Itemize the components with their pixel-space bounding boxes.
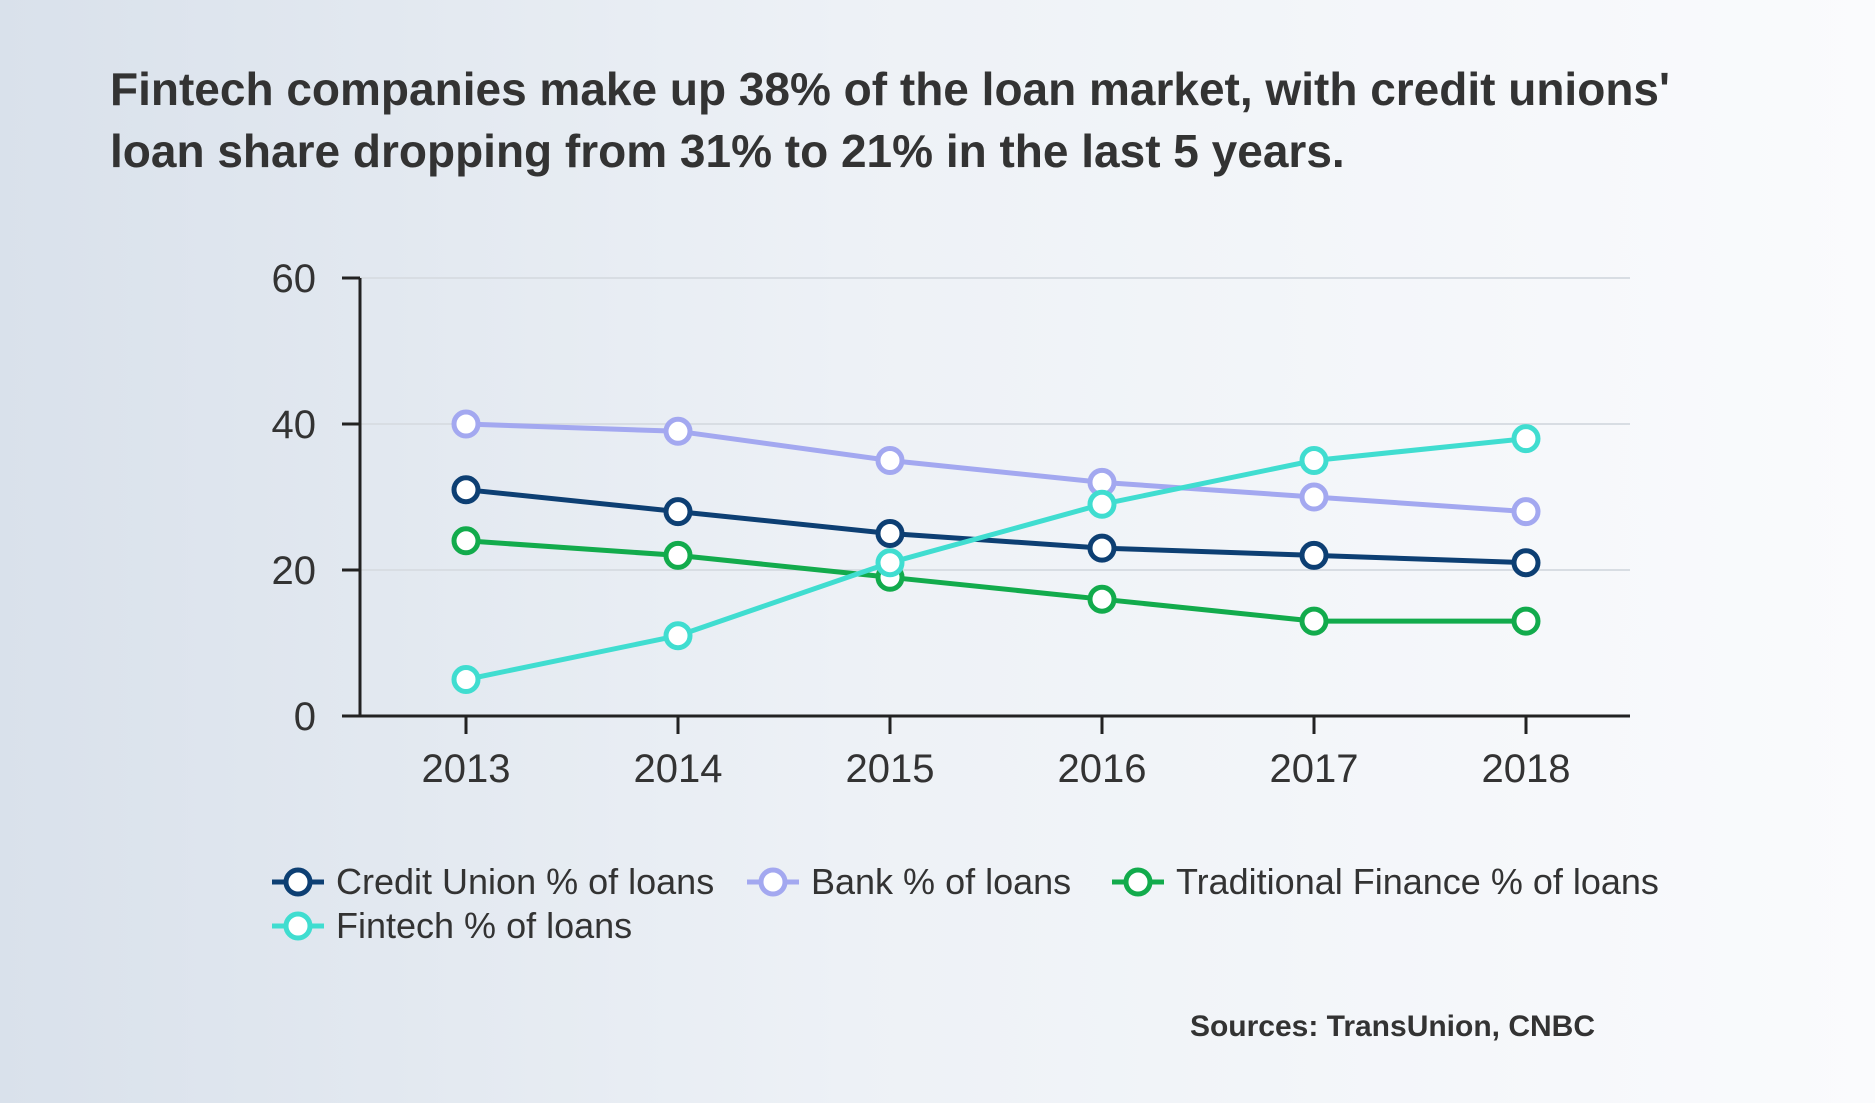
legend-label: Fintech % of loans	[336, 905, 633, 946]
data-point-s4-2016	[1087, 489, 1117, 519]
x-tick-label: 2017	[1270, 747, 1359, 791]
legend-item-1: Credit Union % of loans	[268, 860, 714, 904]
data-point-s1-2013	[451, 475, 481, 505]
data-point-s2-2015	[875, 446, 905, 475]
y-tick-label: 60	[272, 257, 317, 301]
chart-series	[451, 409, 1541, 694]
chart-title: Fintech companies make up 38% of the loa…	[110, 58, 1760, 182]
chart-title-line-1: Fintech companies make up 38% of the loa…	[110, 63, 1670, 115]
legend-item-2: Bank % of loans	[743, 860, 1071, 904]
legend-label: Bank % of loans	[811, 861, 1072, 902]
legend-marker-icon	[747, 867, 799, 897]
source-note: Sources: TransUnion, CNBC	[1189, 1010, 1595, 1043]
data-point-s4-2018	[1511, 424, 1541, 454]
data-point-s4-2015	[875, 548, 905, 578]
data-point-s1-2014	[663, 497, 693, 527]
data-point-s3-2018	[1511, 606, 1541, 636]
data-point-s2-2013	[451, 409, 481, 439]
data-point-s4-2013	[451, 665, 481, 694]
data-point-s1-2017	[1299, 540, 1329, 570]
data-point-s4-2014	[663, 621, 693, 651]
series-line-1	[463, 487, 1529, 566]
series-line-2	[463, 421, 1529, 515]
chart-axes: 0 20 40 60 2013 2014 2015 2016 2017 2018	[272, 257, 1630, 791]
legend-label: Credit Union % of loans	[336, 861, 715, 902]
data-point-s3-2017	[1299, 606, 1329, 636]
data-point-s1-2018	[1511, 548, 1541, 578]
legend-marker-icon	[1112, 867, 1164, 897]
data-point-s3-2016	[1087, 584, 1117, 614]
x-tick-label: 2013	[422, 747, 511, 791]
x-tick-label: 2018	[1482, 747, 1571, 791]
y-tick-label: 40	[272, 403, 317, 447]
legend-label: Traditional Finance % of loans	[1176, 861, 1659, 902]
series-line-3	[463, 538, 1529, 624]
data-point-s2-2018	[1511, 497, 1541, 527]
y-tick-label: 20	[272, 549, 317, 593]
data-point-s2-2014	[663, 416, 693, 446]
x-tick-label: 2016	[1058, 747, 1147, 791]
legend-item-4: Fintech % of loans	[268, 904, 632, 948]
legend-item-3: Traditional Finance % of loans	[1108, 860, 1659, 904]
data-point-s1-2015	[875, 519, 905, 548]
data-point-s4-2017	[1299, 446, 1329, 475]
y-tick-label: 0	[294, 695, 316, 739]
chart-title-line-2: loan share dropping from 31% to 21% in t…	[110, 125, 1345, 177]
data-point-s3-2013	[451, 526, 481, 556]
data-point-s2-2017	[1299, 482, 1329, 512]
x-tick-label: 2015	[846, 747, 935, 791]
legend-marker-icon	[272, 911, 324, 941]
legend-marker-icon	[272, 867, 324, 897]
grid-lines	[360, 277, 1630, 571]
series-line-4	[463, 436, 1529, 682]
data-point-s1-2016	[1087, 533, 1117, 563]
x-tick-label: 2014	[634, 747, 723, 791]
data-point-s3-2014	[663, 540, 693, 570]
